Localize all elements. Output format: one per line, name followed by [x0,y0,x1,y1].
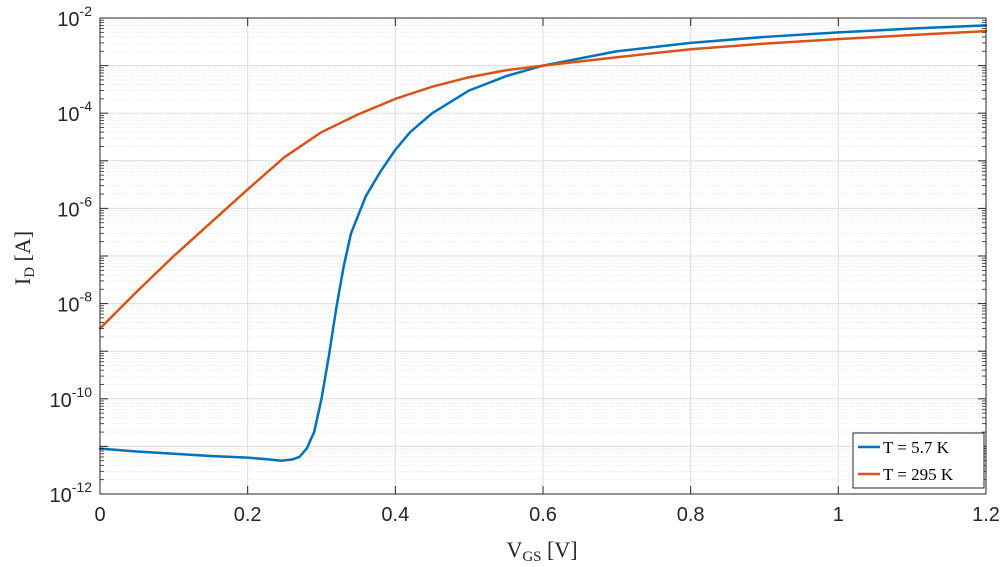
x-tick-label: 0.8 [677,504,705,526]
x-tick-label: 0 [94,504,105,526]
legend-label-t-295k: T = 295 K [883,465,954,484]
y-axis-label: ID [A] [10,231,38,285]
x-tick-label: 0.6 [529,504,557,526]
y-tick-label: 10-10 [50,384,93,412]
grid [100,18,986,494]
y-tick-label: 10-8 [57,289,92,317]
x-tick-label: 1 [833,504,844,526]
tick-marks [99,17,987,495]
x-tick-label: 0.2 [234,504,262,526]
legend-box [852,432,985,489]
legend-label-t-5-7k: T = 5.7 K [883,438,950,457]
y-tick-label: 10-4 [57,98,92,126]
x-tick-label: 0.4 [381,504,409,526]
y-tick-label: 10-12 [50,479,93,507]
x-tick-labels: 0 0.2 0.4 0.6 0.8 1 1.2 [94,504,999,526]
x-axis-label: VGS [V] [506,537,577,565]
y-tick-labels: 10-12 10-10 10-8 10-6 10-4 10-2 [50,3,93,507]
series-group [98,24,988,462]
legend: T = 5.7 K T = 295 K [852,432,985,489]
series-line-1 [98,29,988,330]
series-line-0 [98,24,988,462]
y-tick-label: 10-6 [57,193,92,221]
y-tick-label: 10-2 [57,3,92,31]
x-tick-label: 1.2 [972,504,1000,526]
